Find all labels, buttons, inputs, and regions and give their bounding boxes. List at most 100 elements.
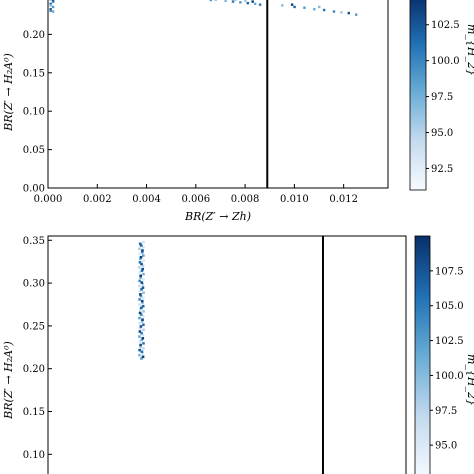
bottom-scatter-point: [141, 315, 145, 318]
bottom-scatter-point: [140, 288, 143, 291]
top-y-axis-ticks: 0.00 0.05 0.10 0.15 0.20: [23, 30, 52, 195]
bottom-scatter-point: [141, 304, 145, 308]
bottom-scatter-point: [142, 328, 145, 332]
bottom-plot-frame: [47, 235, 407, 474]
bottom-scatter-point: [140, 299, 144, 303]
top-plot-frame: [47, 0, 389, 189]
bottom-scatter-point: [139, 294, 143, 298]
bottom-scatter-point: [140, 338, 144, 342]
top-scatter-point: [251, 0, 254, 3]
bottom-scatter-point: [140, 320, 144, 323]
top-scatter-point: [231, 0, 235, 3]
bottom-scatter-point: [139, 244, 143, 247]
top-scatter-point: [209, 0, 213, 2]
bottom-scatter-point: [138, 321, 141, 325]
top-scatter-point: [49, 8, 52, 11]
bottom-colorbar-tick-label: 100.0: [435, 371, 464, 382]
bottom-scatter-point: [139, 345, 142, 349]
bottom-scatter-point: [142, 323, 145, 327]
bottom-scatter-point: [139, 325, 143, 328]
top-x-axis-ticks: 0.000 0.002 0.004 0.006 0.008 0.010 0.012: [34, 184, 358, 205]
bottom-scatter-point: [138, 271, 141, 274]
top-y-tick-label: 0.20: [23, 30, 45, 41]
top-scatter-chart: 0.000 0.002 0.004 0.006 0.008 0.010 0.012 0.00…: [2, 0, 474, 223]
bottom-scatter-point: [142, 291, 145, 295]
top-x-tick-label: 0.010: [280, 194, 309, 205]
top-scatter-point: [51, 0, 55, 3]
bottom-scatter-point: [139, 343, 142, 347]
bottom-scatter-point: [142, 342, 145, 345]
bottom-scatter-point: [138, 308, 142, 311]
bottom-scatter-point: [138, 247, 141, 251]
bottom-scatter-points: [138, 240, 145, 360]
bottom-scatter-point: [138, 284, 141, 288]
bottom-scatter-point: [139, 276, 142, 279]
bottom-scatter-point: [142, 296, 145, 300]
top-scatter-point: [313, 8, 316, 11]
top-x-axis-label: BR(Z′ → Zh): [184, 210, 251, 223]
bottom-y-tick-label: 0.35: [23, 236, 45, 247]
top-scatter-point: [318, 5, 321, 9]
bottom-y-tick-label: 0.25: [23, 321, 45, 332]
bottom-scatter-point: [138, 353, 141, 357]
bottom-scatter-point: [138, 311, 142, 315]
top-scatter-point: [290, 3, 294, 6]
bottom-scatter-point: [139, 313, 143, 316]
top-scatter-point: [51, 5, 55, 9]
bottom-scatter-point: [142, 272, 145, 276]
top-colorbar-ticks: 92.5 95.0 97.5 100.0 102.5: [426, 20, 460, 175]
bottom-scatter-point: [140, 281, 144, 284]
bottom-scatter-point: [141, 286, 145, 289]
top-y-tick-label: 0.05: [23, 145, 45, 156]
top-y-axis-label: BR(Z′ → H₂A⁰): [2, 53, 15, 132]
top-colorbar-tick-label: 95.0: [431, 128, 453, 139]
top-colorbar-label: m_{H_2}: [465, 24, 474, 76]
top-colorbar-gradient: [409, 0, 427, 191]
bottom-colorbar: 95.0 97.5 100.0 102.5 105.0 107.5 m_{H_2}: [414, 235, 474, 474]
bottom-scatter-point: [141, 264, 145, 268]
top-colorbar-tick-label: 92.5: [431, 164, 453, 175]
top-scatter-point: [51, 10, 55, 13]
bottom-y-axis-label: BR(Z′ → H₂A⁰): [2, 341, 15, 420]
top-scatter-point: [253, 2, 257, 6]
top-scatter-point: [354, 13, 358, 16]
bottom-scatter-point: [138, 261, 142, 264]
top-x-tick-label: 0.002: [83, 194, 112, 205]
bottom-scatter-point: [138, 289, 142, 293]
bottom-scatter-point: [139, 255, 143, 259]
bottom-y-axis-ticks: 0.10 0.15 0.20 0.25 0.30 0.35: [23, 236, 52, 461]
bottom-colorbar-tick-label: 102.5: [435, 336, 464, 347]
bottom-scatter-point: [138, 316, 141, 320]
bottom-scatter-point: [141, 355, 145, 359]
bottom-scatter-point: [139, 274, 142, 278]
top-scatter-point: [244, 0, 247, 3]
top-scatter-point: [303, 6, 306, 9]
bottom-scatter-point: [141, 336, 145, 340]
top-scatter-point: [332, 10, 336, 13]
bottom-colorbar-label: m_{H_2}: [465, 354, 474, 406]
bottom-scatter-point: [138, 298, 141, 301]
top-scatter-points: [49, 0, 358, 16]
bottom-scatter-point: [141, 249, 144, 252]
bottom-scatter-point: [139, 293, 142, 296]
bottom-scatter-point: [142, 240, 145, 244]
bottom-y-tick-label: 0.20: [23, 364, 45, 375]
top-scatter-point: [51, 0, 55, 2]
top-scatter-point: [258, 3, 262, 6]
bottom-scatter-chart: 0.10 0.15 0.20 0.25 0.30 0.35 BR(Z′ → H₂A⁰) 9…: [2, 235, 474, 474]
bottom-scatter-point: [138, 279, 142, 283]
bottom-scatter-point: [138, 335, 141, 338]
bottom-scatter-point: [140, 250, 144, 254]
bottom-scatter-point: [140, 357, 143, 360]
bottom-colorbar-tick-label: 97.5: [435, 406, 457, 417]
bottom-colorbar-tick-label: 105.0: [435, 301, 464, 312]
bottom-scatter-point: [138, 303, 141, 306]
top-x-tick-label: 0.004: [132, 194, 161, 205]
bottom-scatter-point: [142, 347, 145, 350]
bottom-colorbar-tick-label: 107.5: [435, 266, 464, 277]
top-colorbar: 92.5 95.0 97.5 100.0 102.5 m_{H_2}: [409, 0, 474, 191]
top-scatter-point: [281, 4, 284, 7]
bottom-y-tick-label: 0.30: [23, 279, 45, 290]
bottom-scatter-point: [140, 262, 143, 266]
